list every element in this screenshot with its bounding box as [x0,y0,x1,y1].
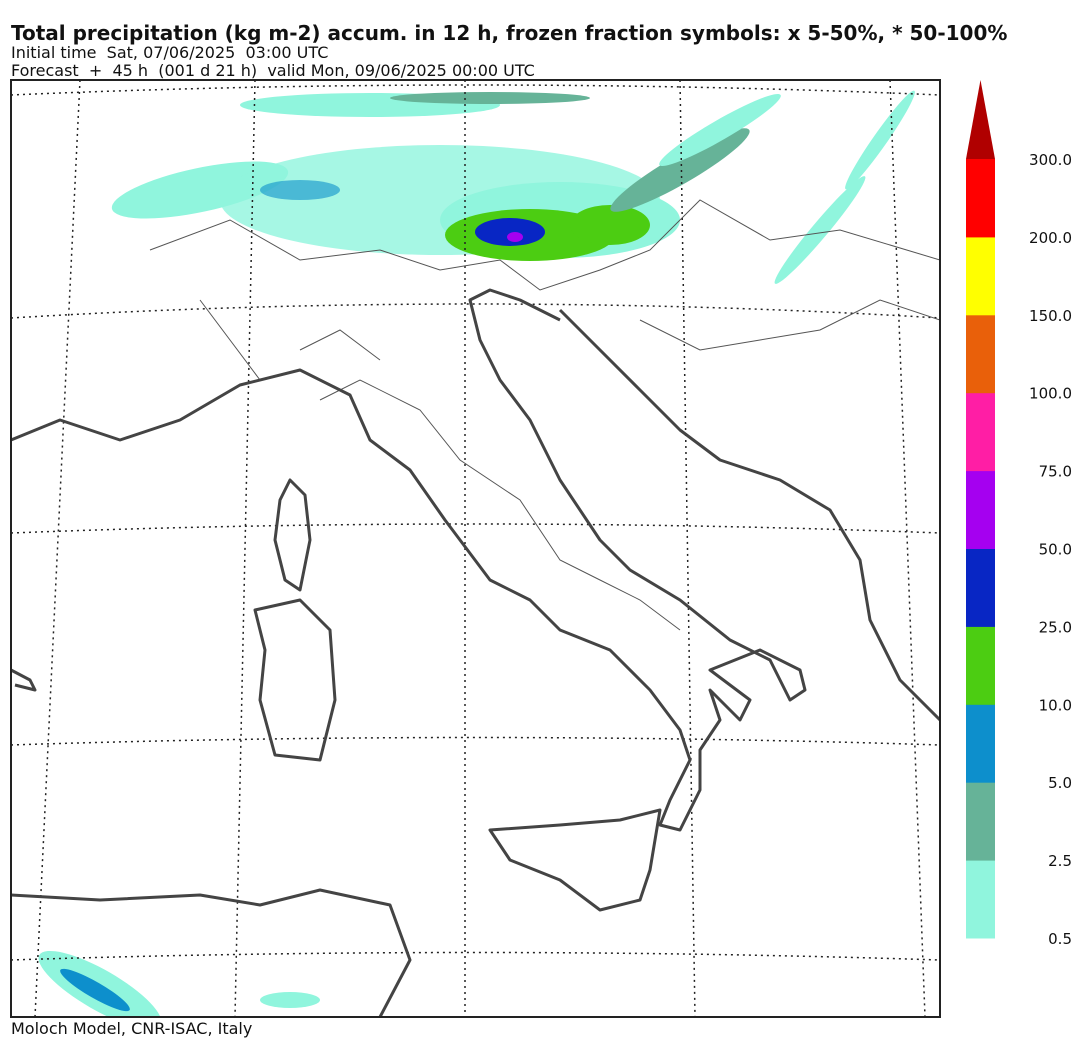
colorbar-segment [966,626,995,705]
colorbar-extend [966,80,995,159]
footer: Moloch Model, CNR-ISAC, Italy [11,1019,252,1038]
precipitation [38,90,915,1017]
initial-time: Initial time Sat, 07/06/2025 03:00 UTC [11,43,328,62]
colorbar-segment [966,236,995,316]
colorbar-segment [966,704,995,783]
colorbar-label: 50.0 [1039,541,1072,559]
colorbar-segment [966,159,995,238]
colorbar-label: 75.0 [1039,463,1072,481]
colorbar-segment [966,548,995,627]
colorbar-segment [966,392,995,472]
title: Total precipitation (kg m-2) accum. in 1… [11,21,1007,45]
colorbar-label: 0.5 [1048,930,1072,948]
colorbar-label: 100.0 [1029,385,1072,403]
colorbar-label: 10.0 [1039,696,1072,714]
colorbar: 0.5 2.5 5.0 10.0 25.0 50.0 75.0 100.0 150.0 200.0… [966,80,1072,948]
colorbar-segment [966,470,995,549]
colorbar-label: 150.0 [1029,307,1072,325]
colorbar-label: 2.5 [1048,852,1072,870]
colorbar-label: 200.0 [1029,229,1072,247]
colorbar-segment [966,314,995,394]
map [10,79,941,1018]
colorbar-label: 5.0 [1048,774,1072,792]
colorbar-label: 25.0 [1039,618,1072,636]
forecast-time: Forecast + 45 h (001 d 21 h) valid Mon, … [11,61,535,80]
colorbar-segment [966,860,995,939]
colorbar-label: 300.0 [1029,151,1072,169]
colorbar-segment [966,782,995,861]
